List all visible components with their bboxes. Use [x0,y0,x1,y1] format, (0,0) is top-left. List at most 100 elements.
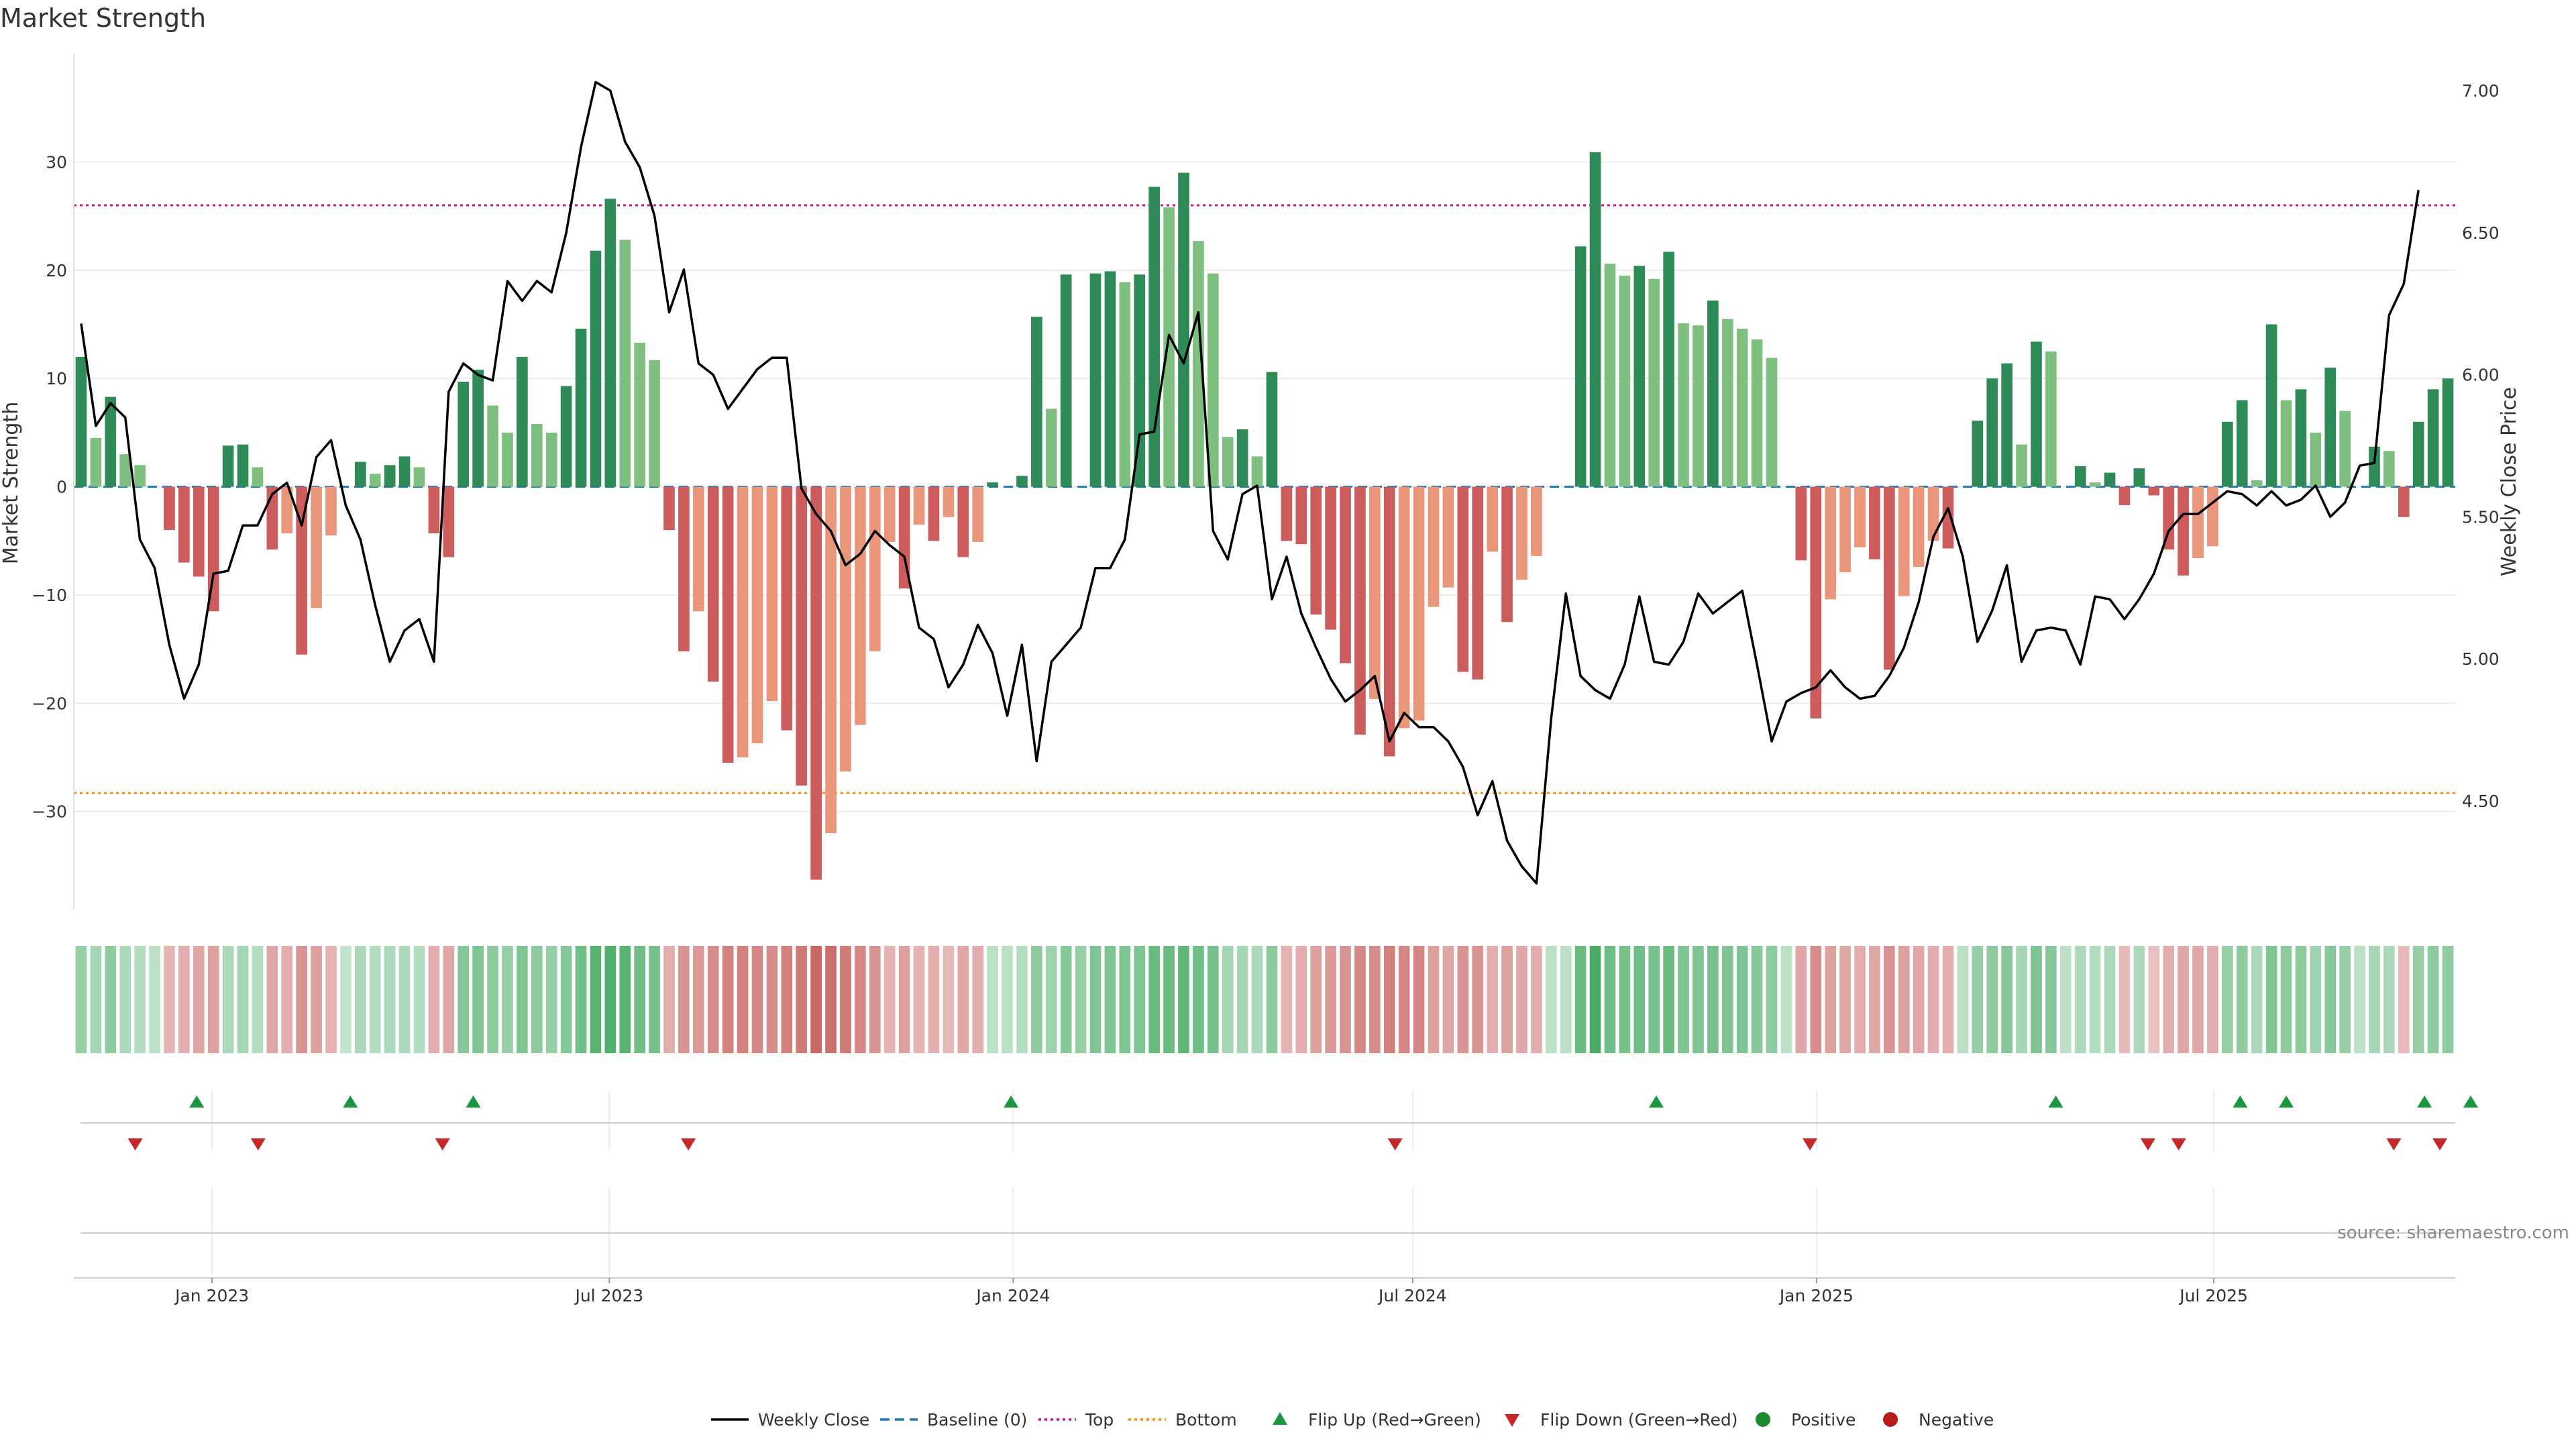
intensity-cell [1633,946,1646,1053]
strength-bar [2031,341,2042,487]
strength-bar [1810,486,1822,718]
strength-bar [987,482,998,487]
strength-bar [517,356,528,487]
intensity-cell [2369,946,2380,1053]
strength-bar [1295,486,1307,545]
intensity-cell [1236,946,1248,1053]
x-tick-label: Jan 2025 [1778,1286,1854,1305]
strength-bar [957,486,969,557]
intensity-cell [1310,946,1322,1053]
intensity-cell [2251,946,2263,1053]
strength-bar [619,239,631,487]
intensity-cell [1266,946,1278,1053]
intensity-cell [957,946,969,1053]
intensity-cell [2295,946,2307,1053]
strength-bar [193,486,205,577]
intensity-cell [1707,946,1719,1053]
intensity-cell [2265,946,2277,1053]
strength-bar [105,396,117,487]
strength-bar [928,486,940,541]
intensity-cell [237,946,249,1053]
strength-bar [1031,317,1042,487]
intensity-cell [1545,946,1557,1053]
strength-bar [855,486,866,725]
strength-bar [883,486,896,542]
strength-bar [428,486,440,533]
intensity-cell [1678,946,1689,1053]
intensity-cell [2192,946,2204,1053]
strength-bar [2324,368,2337,487]
strength-bar [1619,275,1631,487]
intensity-cell [2398,946,2410,1053]
intensity-cell [987,946,998,1053]
intensity-cell [487,946,498,1053]
strength-bar [1045,409,1057,487]
intensity-cell [443,946,455,1053]
flip-down-marker [1387,1138,1403,1150]
intensity-cell [1060,946,1072,1053]
strength-bar [1163,207,1175,487]
strength-bar [1663,252,1674,487]
intensity-cell [2148,946,2160,1053]
intensity-cell [943,946,955,1053]
legend-swatch [1505,1414,1519,1427]
strength-bar [2398,486,2410,517]
intensity-cell [296,946,307,1053]
intensity-cell [1251,946,1263,1053]
intensity-cell [869,946,881,1053]
strength-bar [943,486,955,517]
strength-bar [354,462,366,487]
strength-bar [325,486,337,536]
intensity-cell [384,946,396,1053]
strength-bar [2251,480,2263,487]
legend-swatch [1883,1412,1898,1427]
strength-bar [781,486,793,731]
intensity-cell [1693,946,1704,1053]
intensity-cell [855,946,866,1053]
strength-bar [1707,300,1719,487]
intensity-cell [913,946,925,1053]
strength-bar [649,360,660,487]
strength-bar [1884,486,1895,670]
intensity-cell [707,946,719,1053]
intensity-cell [2427,946,2439,1053]
y-right-tick-label: 5.00 [2462,649,2500,669]
intensity-cell [1839,946,1851,1053]
y-right-tick-label: 6.00 [2462,366,2500,385]
intensity-cell [502,946,513,1053]
intensity-cell [781,946,793,1053]
strength-bar [222,445,234,487]
strength-bar [1119,282,1131,487]
strength-bar [178,486,190,563]
intensity-cell [1884,946,1895,1053]
strength-bar [75,356,87,487]
intensity-cell [1810,946,1822,1053]
legend-negative: Negative [1883,1410,1994,1430]
intensity-cell [2133,946,2145,1053]
legend-label: Weekly Close [758,1410,869,1430]
intensity-cell [2383,946,2395,1053]
strength-bar [2265,324,2277,487]
x-tick-label: Jul 2025 [2178,1286,2248,1305]
strength-bar [1089,273,1102,487]
intensity-cell [398,946,411,1053]
intensity-cell [1986,946,1998,1053]
strength-bar [1854,486,1866,547]
intensity-cell [1075,946,1087,1053]
strength-bar [634,342,645,487]
strength-bar [2222,421,2233,487]
intensity-cell [1825,946,1836,1053]
strength-bar [2163,486,2175,550]
intensity-cell [1325,946,1336,1053]
intensity-cell [1031,946,1042,1053]
intensity-cell [119,946,131,1053]
strength-bar [1428,486,1440,607]
legend-label: Baseline (0) [927,1410,1027,1430]
intensity-cell [663,946,675,1053]
strength-bar [502,432,513,487]
y-left-tick-label: −30 [32,802,67,822]
strength-bar [1869,486,1880,559]
x-tick-label: Jul 2024 [1377,1286,1447,1305]
intensity-cell [1089,946,1102,1053]
strength-bar [2089,482,2101,487]
